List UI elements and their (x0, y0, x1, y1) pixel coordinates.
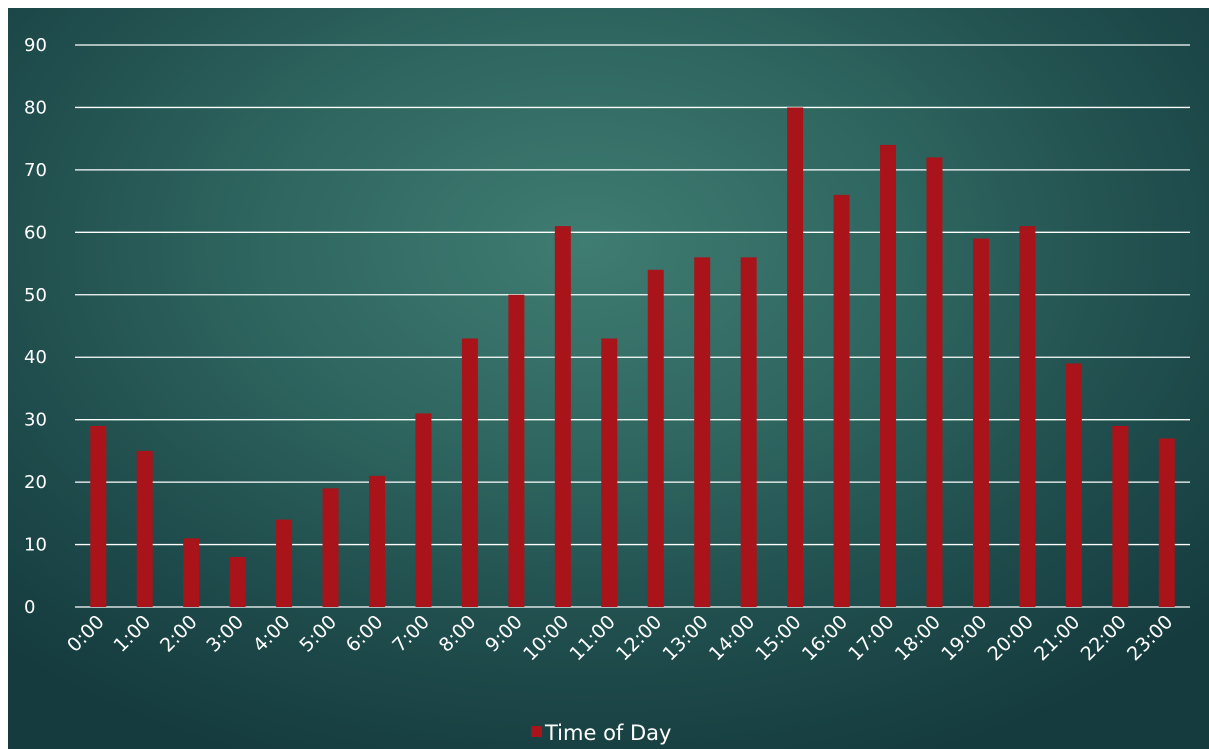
legend-swatch (531, 726, 542, 737)
bar-chart: 0 10 20 30 40 50 60 70 80 90 0:00 1:00 2:00 3:00 4:00… (24, 35, 1190, 745)
bar-11-00 (601, 338, 618, 607)
x-tick-label: 5:00 (295, 611, 341, 657)
y-tick-label: 60 (24, 222, 47, 243)
y-tick-label: 40 (24, 347, 47, 368)
bar-17-00 (880, 144, 897, 607)
y-tick-label: 20 (24, 472, 47, 493)
bar-16-00 (833, 194, 850, 607)
y-tick-label: 70 (24, 160, 47, 181)
x-tick-label: 4:00 (249, 611, 295, 657)
x-tick-label: 19:00 (937, 611, 991, 665)
bar-6-00 (368, 475, 385, 607)
legend-label: Time of Day (544, 721, 671, 745)
bar-21-00 (1065, 363, 1082, 607)
y-tick-label: 90 (24, 35, 47, 56)
y-tick-label: 0 (24, 597, 35, 618)
bar-1-00 (136, 450, 153, 607)
y-tick-label: 80 (24, 97, 47, 118)
bar-18-00 (926, 157, 943, 607)
y-tick-label: 10 (24, 535, 47, 556)
bar-3-00 (229, 557, 246, 607)
y-tick-label: 30 (24, 410, 47, 431)
bar-23-00 (1158, 438, 1175, 607)
bar-0-00 (90, 425, 107, 607)
y-axis-ticks: 0 10 20 30 40 50 60 70 80 90 (24, 35, 47, 618)
x-tick-label: 16:00 (798, 611, 852, 665)
bar-9-00 (508, 294, 525, 607)
x-tick-label: 15:00 (751, 611, 805, 665)
x-tick-label: 14:00 (705, 611, 759, 665)
x-tick-label: 18:00 (891, 611, 945, 665)
bar-7-00 (415, 413, 432, 607)
x-axis-ticks: 0:00 1:00 2:00 3:00 4:00 5:00 6:00 7:00 8:00 9:00… (63, 611, 1177, 665)
x-tick-label: 2:00 (156, 611, 202, 657)
bar-13-00 (694, 257, 711, 607)
bar-14-00 (740, 257, 757, 607)
x-tick-label: 12:00 (612, 611, 666, 665)
x-tick-label: 11:00 (566, 611, 620, 665)
gridlines (75, 44, 1190, 608)
bar-15-00 (787, 107, 804, 607)
bar-19-00 (972, 238, 989, 608)
x-tick-label: 22:00 (1077, 611, 1131, 665)
x-tick-label: 21:00 (1030, 611, 1084, 665)
legend: Time of Day (531, 721, 671, 745)
bar-12-00 (647, 269, 664, 607)
bar-2-00 (183, 538, 200, 607)
x-tick-label: 7:00 (388, 611, 434, 657)
x-tick-label: 17:00 (844, 611, 898, 665)
x-tick-label: 20:00 (984, 611, 1038, 665)
bar-22-00 (1112, 425, 1129, 607)
bar-4-00 (276, 519, 293, 607)
bar-10-00 (554, 226, 571, 608)
y-tick-label: 50 (24, 285, 47, 306)
bar-5-00 (322, 488, 339, 607)
x-tick-label: 13:00 (658, 611, 712, 665)
chart-background: 0 10 20 30 40 50 60 70 80 90 0:00 1:00 2:00 3:00 4:00… (8, 8, 1209, 749)
x-tick-label: 0:00 (63, 611, 109, 657)
bar-20-00 (1019, 226, 1036, 608)
bar-8-00 (461, 338, 478, 607)
x-tick-label: 3:00 (202, 611, 248, 657)
x-tick-label: 1:00 (109, 611, 155, 657)
x-tick-label: 6:00 (342, 611, 388, 657)
x-tick-label: 10:00 (519, 611, 573, 665)
x-tick-label: 8:00 (435, 611, 481, 657)
x-tick-label: 23:00 (1123, 611, 1177, 665)
bars (90, 107, 1175, 608)
